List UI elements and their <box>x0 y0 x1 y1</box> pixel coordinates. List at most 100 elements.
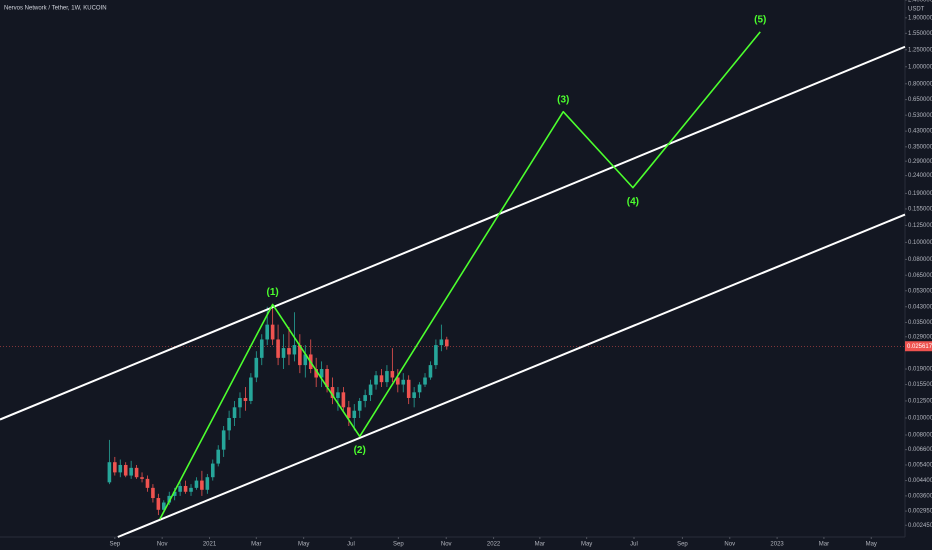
y-tick-label: 0.155000 <box>908 207 932 213</box>
candle-body <box>156 498 161 510</box>
candle-body <box>352 410 357 418</box>
candle-body <box>276 339 280 358</box>
x-tick-label: Nov <box>157 542 168 548</box>
candle-body <box>210 463 215 478</box>
y-tick-label: 1.550000 <box>908 31 932 37</box>
x-tick-label: May <box>298 542 309 548</box>
candle-body <box>107 462 112 483</box>
x-tick-label: 2022 <box>487 542 501 548</box>
candle-body <box>281 348 286 358</box>
candle-body <box>123 464 128 476</box>
candle-body <box>259 339 264 358</box>
y-tick-label: 0.650000 <box>908 97 932 103</box>
wave-label: (3) <box>557 94 569 105</box>
candle-body <box>216 449 221 464</box>
candle-body <box>423 377 427 385</box>
candle-body <box>314 369 318 378</box>
y-tick-label: 0.240000 <box>908 173 932 179</box>
y-tick-label: 2.400000 <box>908 0 932 4</box>
y-tick-label: 0.190000 <box>908 191 932 197</box>
candle-body <box>194 480 199 488</box>
candle-body <box>238 397 242 408</box>
candle-body <box>390 371 395 378</box>
y-tick-label: 0.100000 <box>908 240 932 246</box>
candle-body <box>205 477 210 490</box>
candle-body <box>336 392 340 398</box>
candle-body <box>357 400 362 411</box>
wave-line <box>159 31 761 520</box>
x-tick-label: Sep <box>677 542 688 548</box>
candle-body <box>396 377 400 385</box>
candle-body <box>227 417 231 431</box>
x-tick-label: Mar <box>819 542 829 548</box>
candle-body <box>417 384 422 393</box>
candle-body <box>439 339 444 346</box>
candle-body <box>134 467 139 478</box>
candle-body <box>292 345 297 355</box>
y-unit: USDT <box>908 7 925 13</box>
x-tick-label: May <box>581 542 592 548</box>
candle-body <box>129 467 133 476</box>
candle-body <box>183 485 188 492</box>
y-tick-label: 0.006600 <box>908 447 932 453</box>
candle-body <box>347 407 351 418</box>
x-tick-label: 2023 <box>770 542 784 548</box>
candle-body <box>140 477 144 479</box>
y-tick-label: 0.800000 <box>908 81 932 87</box>
y-tick-label: 0.080000 <box>908 257 932 263</box>
candle-body <box>221 430 226 450</box>
candle-body <box>412 392 416 398</box>
wave-label: (1) <box>267 287 279 298</box>
y-tick-label: 0.004400 <box>908 478 932 484</box>
candle-body <box>374 375 378 385</box>
y-tick-label: 0.003600 <box>908 493 932 499</box>
y-tick-label: 0.002950 <box>908 509 932 515</box>
x-tick-label: Nov <box>724 542 735 548</box>
y-tick-label: 0.053000 <box>908 288 932 294</box>
candle-body <box>113 462 117 473</box>
x-tick-label: Jul <box>630 542 638 548</box>
x-tick-label: Mar <box>535 542 545 548</box>
candle-body <box>298 345 302 366</box>
wave-label: (5) <box>754 15 766 26</box>
y-tick-label: 0.035000 <box>908 320 932 326</box>
candle-body <box>444 339 449 347</box>
candle-body <box>249 377 253 401</box>
channel-line <box>0 45 906 421</box>
candle-body <box>401 379 406 385</box>
y-tick-label: 0.005400 <box>908 463 932 469</box>
x-tick-label: Jul <box>347 542 355 548</box>
chart-title: Nervos Network / Tether, 1W, KUCOIN <box>4 6 107 12</box>
y-tick-label: 0.015500 <box>908 382 932 388</box>
y-tick-label: 0.008000 <box>908 433 932 439</box>
candle-body <box>428 365 433 378</box>
y-tick-label: 0.012500 <box>908 399 932 405</box>
current-price-label: 0.025617 <box>907 344 932 350</box>
candle-body <box>178 485 182 492</box>
candle-body <box>319 369 324 378</box>
candle-body <box>145 478 150 488</box>
candle-body <box>341 392 346 408</box>
y-tick-label: 0.019000 <box>908 367 932 373</box>
x-tick-label: May <box>866 542 877 548</box>
candle-body <box>200 480 204 490</box>
candle-body <box>118 464 123 473</box>
x-tick-label: Sep <box>109 542 120 548</box>
candle-body <box>151 487 155 499</box>
y-tick-label: 0.350000 <box>908 144 932 150</box>
candle-body <box>265 324 270 340</box>
candle-body <box>368 384 373 396</box>
y-tick-label: 0.010000 <box>908 416 932 422</box>
candle-body <box>243 397 248 401</box>
candle-body <box>385 371 389 383</box>
candle-body <box>406 379 411 398</box>
wave-label: (4) <box>627 196 639 207</box>
candle-body <box>325 369 329 388</box>
y-tick-label: 1.250000 <box>908 47 932 53</box>
candle-body <box>232 407 237 418</box>
candle-body <box>330 387 335 398</box>
candle-body <box>303 354 308 366</box>
